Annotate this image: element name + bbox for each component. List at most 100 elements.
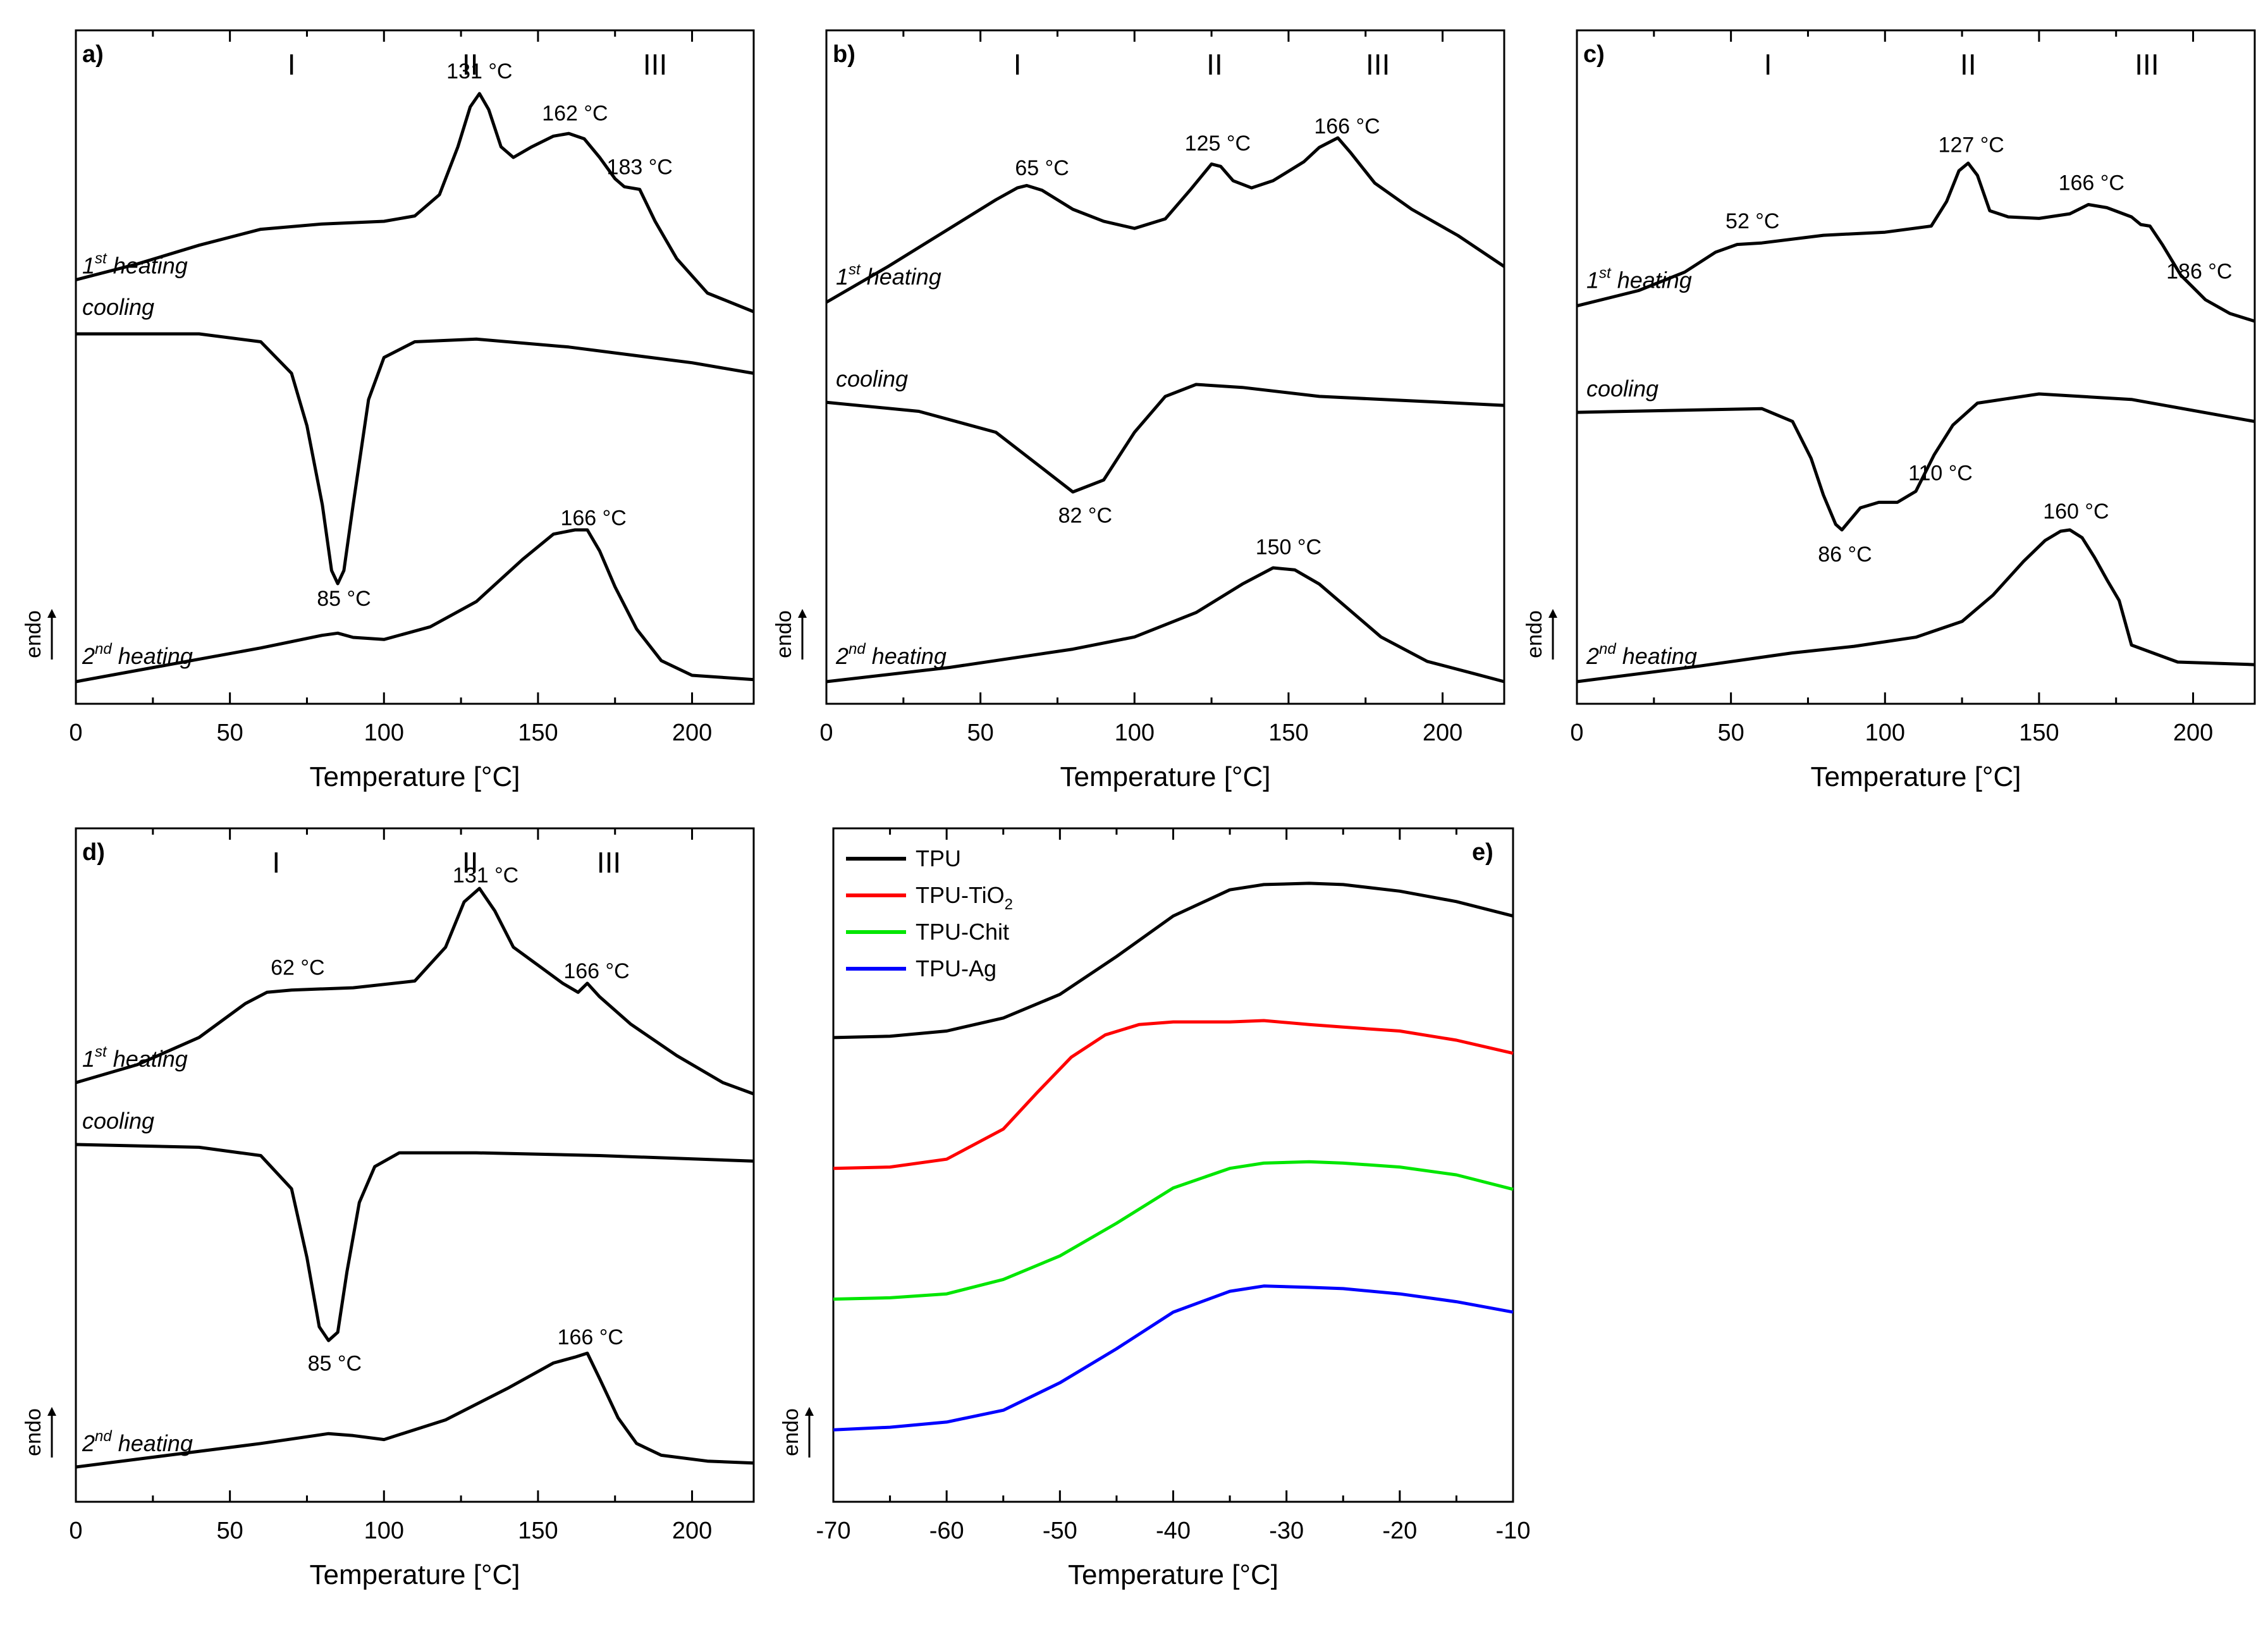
region-label: II	[1960, 48, 1977, 81]
peak-annotation: 166 °C	[563, 959, 629, 983]
x-tick-label: -10	[1496, 1518, 1531, 1544]
curve-label-base: 1	[82, 1046, 95, 1072]
curve-label: cooling	[836, 365, 908, 391]
panel-label: b)	[833, 41, 855, 68]
region-label: II	[1206, 48, 1223, 81]
panel-label: d)	[82, 839, 105, 866]
curve-label-rest: heating	[1611, 267, 1692, 293]
legend-entry: TPU	[916, 845, 961, 871]
x-tick-label: -20	[1382, 1518, 1417, 1544]
region-label: III	[597, 846, 621, 879]
curve-2nd-heating	[75, 528, 754, 684]
region-label: II	[462, 48, 479, 81]
x-axis-title: Temperature [°C]	[1068, 1559, 1278, 1590]
peak-annotation: 131 °C	[453, 863, 518, 887]
curve-2nd-heating	[826, 566, 1505, 684]
panel-label: a)	[82, 41, 104, 68]
curve-TPU-TiO2	[833, 1019, 1514, 1170]
legend-label: TPU-TiO	[916, 882, 1005, 908]
region-label: III	[643, 48, 667, 81]
legend-label: TPU-Chit	[916, 919, 1009, 945]
curve-label-sup: nd	[1599, 641, 1616, 658]
curve-label: 2nd heating	[82, 641, 193, 669]
peak-annotation: 52 °C	[1726, 209, 1779, 233]
endo-arrow-head	[47, 1407, 56, 1416]
endo-arrow-head	[1548, 609, 1557, 618]
endo-label: endo	[772, 610, 796, 658]
peak-annotation: 183 °C	[607, 155, 673, 179]
x-tick-label: -60	[929, 1518, 964, 1544]
x-tick-label: 150	[518, 720, 558, 746]
curve-label: cooling	[82, 1108, 154, 1134]
curve-label-base: 2	[82, 1430, 95, 1456]
region-label: I	[1764, 48, 1772, 81]
peak-annotation: 125 °C	[1185, 132, 1251, 156]
peak-annotation: 186 °C	[2166, 259, 2232, 283]
endo-label: endo	[779, 1408, 803, 1456]
region-label: I	[1014, 48, 1022, 81]
x-tick-label: 200	[672, 720, 712, 746]
curve-label-rest: heating	[107, 253, 188, 279]
peak-annotation: 150 °C	[1256, 535, 1321, 559]
legend-label: TPU	[916, 845, 961, 871]
curve-label-rest: heating	[112, 1430, 193, 1456]
curve-label-sup: st	[1599, 265, 1612, 282]
x-tick-label: 50	[216, 720, 243, 746]
panel-label: e)	[1472, 839, 1493, 866]
x-tick-label: 0	[1570, 720, 1583, 746]
legend-label: TPU-Ag	[916, 955, 996, 981]
curve-label: 1st heating	[82, 250, 188, 279]
curve-cooling	[75, 1143, 754, 1342]
curve-TPU-Chit	[833, 1160, 1514, 1301]
x-axis-title: Temperature [°C]	[1060, 761, 1270, 792]
plot-frame	[75, 827, 755, 1503]
peak-annotation: 162 °C	[542, 101, 608, 125]
curve-label: 1st heating	[1586, 265, 1692, 293]
curve-2nd-heating	[75, 1351, 754, 1469]
curve-TPU-Ag	[833, 1284, 1514, 1432]
curve-cooling	[826, 383, 1505, 494]
peak-annotation: 65 °C	[1015, 156, 1069, 180]
curve-TPU	[833, 881, 1514, 1040]
peak-annotation: 110 °C	[1908, 461, 1973, 485]
plot-frame	[825, 29, 1505, 705]
region-label: III	[2135, 48, 2159, 81]
curve-label-sup: st	[849, 261, 861, 278]
peak-annotation: 166 °C	[558, 1325, 623, 1349]
x-tick-label: 200	[2173, 720, 2213, 746]
x-tick-label: 0	[819, 720, 833, 746]
legend-entry: TPU-Chit	[916, 919, 1009, 945]
curve-label: cooling	[82, 294, 154, 320]
plot-frame	[75, 29, 755, 705]
peak-annotation: 86 °C	[1818, 543, 1872, 567]
curve-label: 1st heating	[82, 1043, 188, 1072]
curve-label: cooling	[1586, 376, 1658, 402]
region-label: II	[462, 846, 479, 879]
x-axis-title: Temperature [°C]	[309, 761, 520, 792]
curve-label-sup: st	[95, 250, 107, 267]
x-tick-label: -40	[1156, 1518, 1191, 1544]
curve-label-sup: nd	[95, 641, 112, 658]
x-tick-label: 150	[1268, 720, 1308, 746]
x-tick-label: 100	[364, 1518, 404, 1544]
curve-label-base: 2	[835, 643, 849, 669]
curve-label: 2nd heating	[835, 641, 947, 669]
curve-label: 2nd heating	[1586, 641, 1697, 669]
curve-label-rest: heating	[866, 643, 947, 669]
curve-cooling	[1576, 392, 2255, 532]
endo-arrow-head	[47, 609, 56, 618]
peak-annotation: 85 °C	[308, 1351, 362, 1375]
x-tick-label: 150	[518, 1518, 558, 1544]
peak-annotation: 131 °C	[446, 59, 512, 83]
x-tick-label: 50	[1717, 720, 1744, 746]
x-tick-label: 0	[69, 720, 82, 746]
curve-1st-heating	[75, 92, 754, 314]
peak-annotation: 166 °C	[560, 506, 626, 531]
panel-label: c)	[1583, 41, 1605, 68]
peak-annotation: 160 °C	[2043, 500, 2109, 524]
curve-label-sup: st	[95, 1043, 107, 1060]
peak-annotation: 166 °C	[1314, 114, 1380, 138]
